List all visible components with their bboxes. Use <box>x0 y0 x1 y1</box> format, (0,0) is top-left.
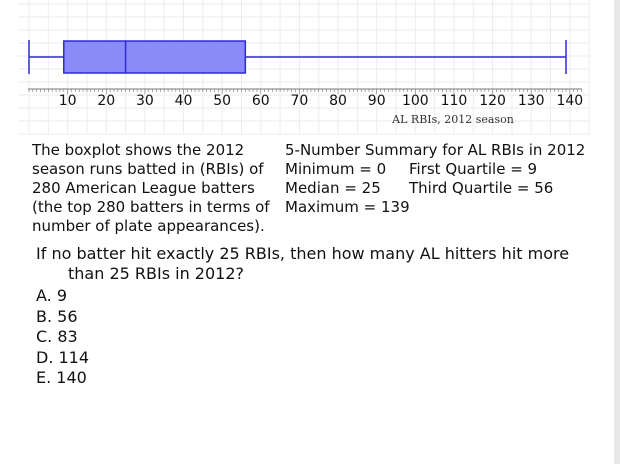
choice-a[interactable]: A. 9 <box>36 286 68 305</box>
summary-title: 5-Number Summary for AL RBIs in 2012 <box>285 141 586 159</box>
answer-choices: A. 9 B. 56 C. 83 D. 114 E. 140 <box>36 286 89 389</box>
tick-label: 80 <box>329 93 347 109</box>
description-line: season runs batted in (RBIs) of <box>32 160 264 178</box>
summary-maximum: Maximum = 139 <box>285 198 410 216</box>
choice-e[interactable]: E. 140 <box>36 368 87 387</box>
description-line: (the top 280 batters in terms of <box>32 198 270 216</box>
summary-minimum: Minimum = 0 <box>285 160 387 178</box>
tick-label: 140 <box>556 93 583 109</box>
tick-label: 70 <box>291 93 309 109</box>
iqr-box <box>63 40 247 74</box>
tick-label: 130 <box>518 93 545 109</box>
x-axis: 10 20 30 40 50 60 70 80 90 100 110 120 130 140 AL RBIs… <box>28 88 583 126</box>
boxplot-chart: 10 20 30 40 50 60 70 80 90 100 110 120 130 140 AL RBIs… <box>18 0 590 135</box>
tick-label: 20 <box>97 93 115 109</box>
tick-label: 100 <box>402 93 429 109</box>
summary-median: Median = 25 <box>285 179 381 197</box>
summary-first-quartile: First Quartile = 9 <box>409 160 538 178</box>
choice-d[interactable]: D. 114 <box>36 347 90 367</box>
tick-label: 90 <box>368 93 386 109</box>
tick-label: 50 <box>213 93 231 109</box>
tick-label: 30 <box>136 93 154 109</box>
tick-label: 60 <box>252 93 270 109</box>
choice-c[interactable]: C. 83 <box>36 327 78 346</box>
slide-edge <box>614 0 620 464</box>
description-line: The boxplot shows the 2012 <box>32 141 245 159</box>
boxplot-marks <box>28 40 567 74</box>
choice-b[interactable]: B. 56 <box>36 306 78 326</box>
tick-label: 120 <box>479 93 506 109</box>
question: If no batter hit exactly 25 RBIs, then h… <box>36 244 569 284</box>
description-line: number of plate appearances). <box>32 217 265 235</box>
tick-label: 40 <box>175 93 193 109</box>
five-number-summary: 5-Number Summary for AL RBIs in 2012 Min… <box>285 141 585 217</box>
tick-label: 10 <box>59 93 77 109</box>
description: The boxplot shows the 2012 season runs b… <box>32 141 272 236</box>
summary-third-quartile: Third Quartile = 56 <box>409 179 554 197</box>
tick-label: 110 <box>441 93 468 109</box>
x-axis-label: AL RBIs, 2012 season <box>391 113 514 126</box>
question-line-2: than 25 RBIs in 2012? <box>68 264 245 283</box>
question-line-1: If no batter hit exactly 25 RBIs, then h… <box>36 244 570 263</box>
description-line: 280 American League batters <box>32 179 255 197</box>
